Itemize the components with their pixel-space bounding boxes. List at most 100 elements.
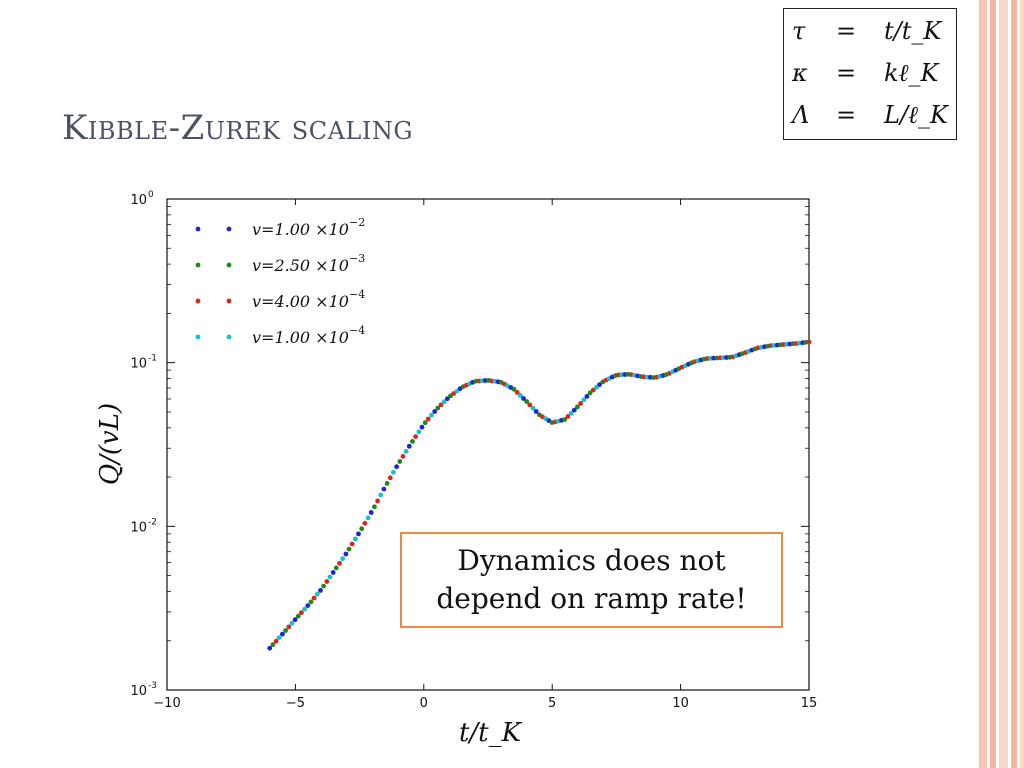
data-point	[533, 409, 539, 414]
data-point	[381, 486, 387, 492]
data-point	[391, 469, 396, 475]
definition-rhs: kℓ_K	[884, 59, 939, 87]
data-point	[324, 579, 330, 584]
data-point	[406, 443, 412, 449]
data-point	[400, 454, 406, 459]
definition-lhs: τ	[792, 17, 806, 45]
data-point	[286, 624, 292, 630]
data-point	[445, 396, 450, 402]
data-point	[314, 591, 320, 597]
data-point	[517, 393, 523, 398]
data-point	[429, 412, 434, 418]
legend-label-exponent: −3	[349, 252, 365, 265]
y-tick-label: 10	[130, 520, 147, 535]
legend-label-exponent: −4	[349, 324, 365, 337]
x-axis-label: t/t_K	[459, 718, 523, 748]
data-point	[410, 439, 415, 444]
legend-label-exponent: −2	[349, 216, 365, 229]
data-point	[372, 504, 377, 510]
legend-marker	[195, 262, 201, 268]
y-tick-label: 10	[130, 357, 147, 372]
data-point	[419, 424, 425, 430]
data-point	[365, 515, 371, 521]
note-line: Dynamics does not	[457, 544, 726, 577]
y-tick-label: 10	[130, 193, 147, 208]
definition-equals: =	[836, 17, 857, 45]
data-point	[295, 613, 301, 619]
data-point	[511, 386, 517, 392]
data-point	[311, 595, 317, 601]
legend: v=1.00 ×10 −2v=2.50 ×10 −3v=4.00 ×10 −4v=1.…	[195, 216, 365, 347]
legend-marker	[195, 298, 201, 304]
data-point	[587, 390, 593, 396]
data-point	[375, 498, 380, 504]
definition-lhs: Λ	[792, 101, 810, 129]
data-point	[584, 394, 590, 399]
data-point	[521, 396, 526, 401]
data-point	[280, 631, 285, 637]
slide-title: Kibble-Zurek scaling	[62, 108, 414, 148]
data-point	[571, 407, 577, 413]
x-tick-label: 15	[801, 696, 818, 711]
y-axis-label: Q/(vL)	[95, 403, 125, 485]
data-point	[597, 382, 602, 387]
legend-marker	[195, 334, 201, 340]
legend-label-exponent: −4	[349, 288, 365, 301]
y-tick-exponent: 0	[148, 190, 154, 200]
definitions-box: τ = t/t_K κ = kℓ_K Λ = L/ℓ_K	[783, 8, 957, 140]
data-point	[578, 401, 583, 406]
data-point	[806, 339, 812, 345]
legend-marker	[195, 226, 201, 232]
definition-equals: =	[836, 59, 857, 87]
data-point	[349, 541, 355, 547]
data-point	[267, 645, 273, 651]
data-point	[435, 405, 441, 411]
definition-rhs: t/t_K	[884, 17, 942, 45]
data-point	[575, 404, 580, 410]
data-point	[327, 574, 333, 580]
legend-marker	[226, 334, 232, 340]
x-tick-label: 10	[672, 696, 689, 711]
border-stripe	[1011, 0, 1017, 768]
legend-marker	[226, 262, 232, 268]
note-box: Dynamics does not depend on ramp rate!	[400, 532, 783, 628]
data-point	[397, 459, 403, 464]
border-stripe	[999, 0, 1008, 768]
data-point	[425, 416, 431, 422]
definition-equals: =	[836, 101, 857, 129]
data-point	[353, 536, 358, 542]
definition-lhs: κ	[792, 59, 808, 87]
definition-row: κ = kℓ_K	[784, 59, 958, 93]
data-point	[333, 565, 339, 571]
data-point	[441, 399, 447, 405]
data-point	[273, 638, 279, 644]
data-point	[305, 603, 311, 608]
definition-rhs: L/ℓ_K	[884, 101, 948, 129]
data-point	[276, 635, 282, 640]
x-tick-label: −10	[153, 696, 180, 711]
data-point	[422, 420, 428, 426]
data-point	[292, 617, 298, 623]
data-points	[267, 339, 812, 651]
data-point	[289, 620, 295, 626]
data-point	[416, 429, 422, 435]
note-line: depend on ramp rate!	[436, 582, 747, 615]
data-point	[568, 410, 574, 416]
data-point	[308, 599, 314, 605]
definition-row: τ = t/t_K	[784, 17, 958, 51]
data-point	[565, 414, 571, 419]
data-point	[524, 399, 530, 404]
data-point	[270, 642, 276, 648]
data-point	[346, 546, 352, 552]
data-point	[343, 551, 349, 557]
data-point	[413, 434, 418, 439]
data-point	[530, 405, 536, 411]
plot-frame	[166, 198, 810, 691]
data-point	[340, 556, 346, 562]
y-tick-exponent: -3	[148, 681, 157, 691]
data-point	[590, 387, 596, 393]
data-point	[562, 417, 568, 422]
data-point	[356, 531, 361, 537]
